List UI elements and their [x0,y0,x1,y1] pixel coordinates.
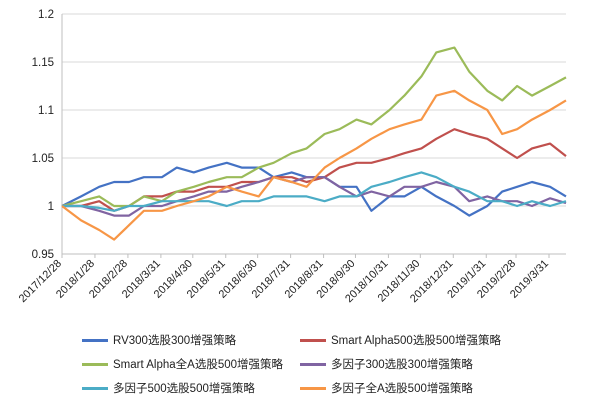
legend-swatch [82,386,108,390]
series-line-6 [61,89,567,241]
legend-item: 多因子300选股300增强策略 [300,356,473,372]
legend-label: Smart Alpha500选股500增强策略 [331,335,502,347]
y-tick-label: 1.15 [32,57,54,69]
legend-label: 多因子全A选股500增强策略 [331,383,473,395]
x-tick-labels: 2017/12/282018/1/282018/2/282018/3/31201… [17,258,551,305]
legend-swatch [82,362,108,366]
legend-item: 多因子500选股500增强策略 [82,380,255,396]
series-line-3 [61,46,567,208]
legend-swatch [82,338,108,342]
legend-item: RV300选股300增强策略 [82,332,236,348]
series-line-5 [62,171,567,212]
legend-swatch [300,362,326,366]
y-tick-label: 1.05 [32,153,54,165]
legend-label: 多因子500选股500增强策略 [113,383,255,395]
legend-item: 多因子全A选股500增强策略 [300,380,473,396]
legend-label: 多因子300选股300增强策略 [331,359,473,371]
y-tick-label: 1 [48,201,54,213]
legend-label: Smart Alpha全A选股500增强策略 [113,359,284,371]
y-tick-label: 0.95 [32,249,54,261]
legend-label: RV300选股300增强策略 [113,335,237,347]
legend-item: Smart Alpha全A选股500增强策略 [82,356,283,372]
y-tick-label: 1.2 [38,9,54,21]
x-tick-label: 2017/12/28 [17,258,64,305]
series-line-4 [62,176,567,217]
series-layer [61,46,567,241]
chart-svg: 0.95 1 1.05 1.1 1.15 1.2 2017/12/282018/1/282… [17,9,567,305]
y-tick-label: 1.1 [38,105,54,117]
legend-swatch [300,386,326,390]
y-tick-labels: 0.95 1 1.05 1.1 1.15 1.2 [32,9,54,261]
series-line-1 [61,161,567,217]
legend-item: Smart Alpha500选股500增强策略 [300,332,501,348]
legend-swatch [300,338,326,342]
chart-legend: RV300选股300增强策略 Smart Alpha500选股500增强策略 Sma… [0,326,591,406]
axis-layer [61,14,566,258]
